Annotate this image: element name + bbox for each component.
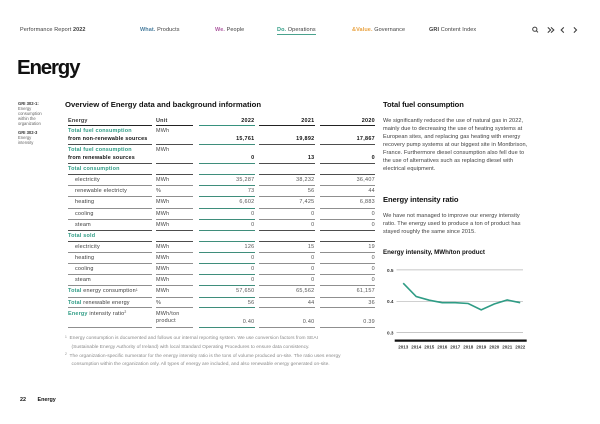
svg-text:2015: 2015 [424, 345, 435, 350]
svg-text:2019: 2019 [476, 345, 487, 350]
svg-text:2020: 2020 [489, 345, 500, 350]
svg-text:2021: 2021 [502, 345, 513, 350]
svg-text:2017: 2017 [450, 345, 461, 350]
svg-text:2016: 2016 [437, 345, 448, 350]
svg-text:0.5: 0.5 [387, 268, 394, 273]
svg-text:0.3: 0.3 [387, 330, 394, 335]
svg-text:0.4: 0.4 [387, 299, 394, 304]
svg-text:2022: 2022 [515, 345, 526, 350]
svg-text:2014: 2014 [411, 345, 422, 350]
svg-text:2013: 2013 [398, 345, 409, 350]
svg-text:2018: 2018 [463, 345, 474, 350]
